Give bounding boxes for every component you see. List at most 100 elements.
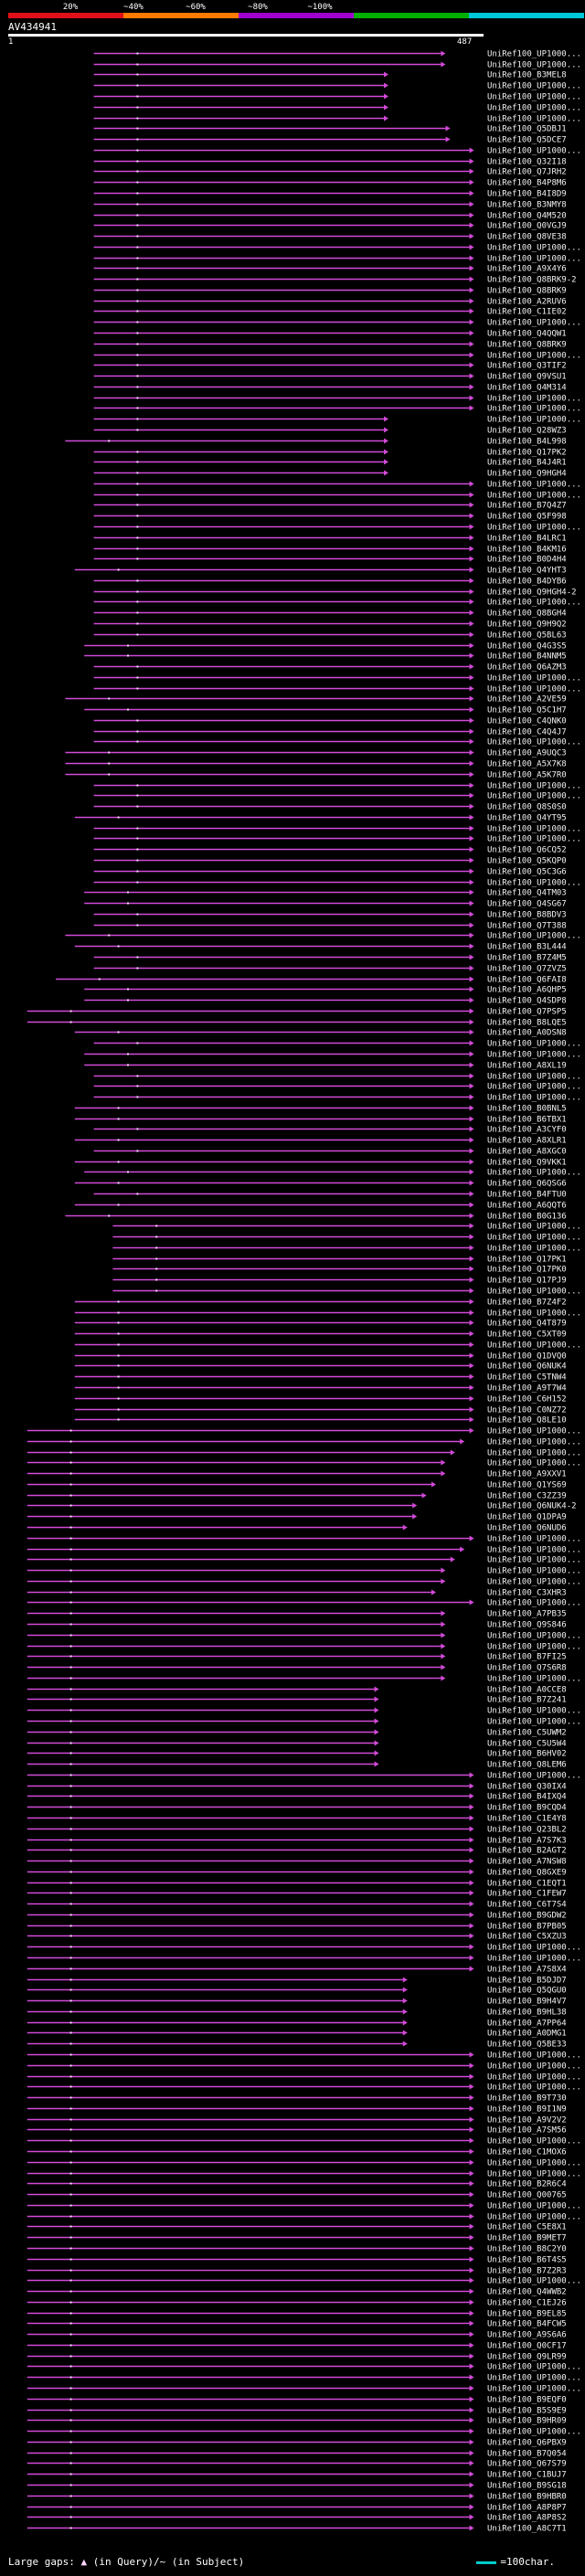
hit-label[interactable]: UniRef100_A7S8X4: [487, 1966, 567, 1975]
hit-label[interactable]: UniRef100_Q4SG67: [487, 900, 567, 909]
hit-label[interactable]: UniRef100_UP1000...: [487, 104, 581, 113]
hit-row[interactable]: UniRef100_C1BUJ7: [27, 2471, 567, 2480]
hit-label[interactable]: UniRef100_UP1000...: [487, 481, 581, 490]
hit-label[interactable]: UniRef100_B3MEL8: [487, 71, 567, 80]
hit-label[interactable]: UniRef100_A8XGC0: [487, 1148, 567, 1157]
hit-row[interactable]: UniRef100_B4FTU0: [93, 1191, 567, 1200]
hit-label[interactable]: UniRef100_UP1000...: [487, 1438, 581, 1447]
hit-row[interactable]: UniRef100_B9EL85: [27, 2310, 567, 2319]
hit-label[interactable]: UniRef100_UP1000...: [487, 1427, 581, 1436]
hit-label[interactable]: UniRef100_Q5C1H7: [487, 706, 567, 716]
hit-row[interactable]: UniRef100_A5X7K8: [65, 760, 567, 769]
hit-row[interactable]: UniRef100_UP1000...: [65, 932, 581, 941]
hit-row[interactable]: UniRef100_B8BDV3: [93, 911, 567, 920]
hit-label[interactable]: UniRef100_Q5C3G6: [487, 868, 567, 877]
hit-row[interactable]: UniRef100_UP1000...: [27, 1599, 581, 1608]
hit-row[interactable]: UniRef100_Q17PK1: [112, 1256, 567, 1265]
hit-label[interactable]: UniRef100_Q8BRK9: [487, 341, 567, 350]
hit-row[interactable]: UniRef100_Q4TM03: [84, 889, 567, 898]
hit-label[interactable]: UniRef100_A8P8S2: [487, 2514, 567, 2523]
hit-row[interactable]: UniRef100_B4DYB6: [93, 578, 567, 587]
hit-row[interactable]: UniRef100_UP1000...: [27, 2428, 581, 2437]
hit-row[interactable]: UniRef100_UP1000...: [27, 2202, 581, 2211]
hit-row[interactable]: UniRef100_UP1000...: [27, 2137, 581, 2147]
hit-row[interactable]: UniRef100_Q8BGH4: [93, 610, 567, 619]
hit-row[interactable]: UniRef100_A9T7W4: [74, 1384, 567, 1394]
hit-row[interactable]: UniRef100_UP1000...: [27, 1535, 581, 1544]
hit-label[interactable]: UniRef100_UP1000...: [487, 2170, 581, 2179]
hit-label[interactable]: UniRef100_UP1000...: [487, 1643, 581, 1652]
hit-row[interactable]: UniRef100_UP1000...: [27, 2062, 581, 2072]
hit-label[interactable]: UniRef100_UP1000...: [487, 405, 581, 414]
hit-label[interactable]: UniRef100_UP1000...: [487, 524, 581, 533]
hit-label[interactable]: UniRef100_A2VE59: [487, 695, 567, 705]
hit-label[interactable]: UniRef100_UP1000...: [487, 932, 581, 941]
hit-label[interactable]: UniRef100_A8XLR1: [487, 1137, 567, 1146]
hit-row[interactable]: UniRef100_A2VE59: [65, 695, 567, 705]
hit-row[interactable]: UniRef100_C1EQT1: [27, 1880, 567, 1889]
hit-label[interactable]: UniRef100_Q6NUK4-2: [487, 1502, 577, 1511]
hit-label[interactable]: UniRef100_UP1000...: [487, 792, 581, 801]
hit-label[interactable]: UniRef100_Q4M314: [487, 384, 567, 393]
hit-row[interactable]: UniRef100_B8C2Y0: [27, 2245, 567, 2254]
hit-row[interactable]: UniRef100_Q28WZ3: [93, 427, 567, 436]
hit-row[interactable]: UniRef100_UP1000...: [27, 1546, 581, 1555]
hit-label[interactable]: UniRef100_B6HV02: [487, 1750, 567, 1759]
hit-row[interactable]: UniRef100_UP1000...: [27, 2083, 581, 2093]
hit-row[interactable]: UniRef100_Q4SG67: [84, 900, 567, 909]
hit-row[interactable]: UniRef100_Q17PK0: [112, 1266, 567, 1275]
hit-row[interactable]: UniRef100_UP1000...: [93, 792, 581, 801]
hit-row[interactable]: UniRef100_UP1000...: [93, 405, 581, 414]
hit-label[interactable]: UniRef100_UP1000...: [487, 1040, 581, 1049]
hit-label[interactable]: UniRef100_UP1000...: [487, 492, 581, 501]
hit-label[interactable]: UniRef100_UP1000...: [487, 2385, 581, 2394]
hit-label[interactable]: UniRef100_B7PB05: [487, 1923, 567, 1932]
hit-label[interactable]: UniRef100_Q1YS69: [487, 1481, 567, 1490]
hit-label[interactable]: UniRef100_Q9LR99: [487, 2353, 567, 2362]
hit-row[interactable]: UniRef100_B4I8D9: [93, 190, 567, 199]
hit-row[interactable]: UniRef100_Q4QQW1: [93, 330, 567, 339]
hit-row[interactable]: UniRef100_UP1000...: [27, 1944, 581, 1953]
hit-label[interactable]: UniRef100_UP1000...: [487, 1567, 581, 1576]
hit-row[interactable]: UniRef100_Q9VSU1: [93, 373, 567, 382]
hit-row[interactable]: UniRef100_C5TNW4: [74, 1373, 567, 1383]
hit-label[interactable]: UniRef100_Q30IX4: [487, 1783, 567, 1792]
hit-row[interactable]: UniRef100_Q1DPA9: [27, 1513, 567, 1522]
hit-label[interactable]: UniRef100_Q5BL63: [487, 631, 567, 641]
hit-row[interactable]: UniRef100_A3CYF0: [93, 1126, 567, 1135]
hit-row[interactable]: UniRef100_UP1000...: [93, 879, 581, 888]
hit-label[interactable]: UniRef100_UP1000...: [487, 1772, 581, 1781]
hit-row[interactable]: UniRef100_B2AGT2: [27, 1847, 567, 1856]
hit-label[interactable]: UniRef100_B4KM16: [487, 546, 567, 555]
hit-row[interactable]: UniRef100_B9HR09: [27, 2417, 567, 2426]
hit-label[interactable]: UniRef100_UP1000...: [487, 244, 581, 253]
hit-row[interactable]: UniRef100_B9HL38: [27, 2009, 567, 2018]
hit-label[interactable]: UniRef100_C1IE02: [487, 308, 567, 317]
hit-label[interactable]: UniRef100_Q7JRH2: [487, 168, 567, 177]
hit-row[interactable]: UniRef100_UP1000...: [93, 1073, 581, 1082]
hit-row[interactable]: UniRef100_Q8GXE9: [27, 1869, 567, 1878]
hit-row[interactable]: UniRef100_C5UWM2: [27, 1729, 567, 1738]
hit-label[interactable]: UniRef100_UP1000...: [487, 2062, 581, 2072]
hit-label[interactable]: UniRef100_UP1000...: [487, 2202, 581, 2211]
hit-label[interactable]: UniRef100_A9UQC3: [487, 749, 567, 758]
hit-row[interactable]: UniRef100_C1IE02: [93, 308, 567, 317]
hit-row[interactable]: UniRef100_B7Q054: [27, 2450, 567, 2459]
hit-row[interactable]: UniRef100_Q00765: [27, 2191, 567, 2200]
hit-row[interactable]: UniRef100_C5U5W4: [27, 1740, 567, 1749]
hit-row[interactable]: UniRef100_Q9LR99: [27, 2353, 567, 2362]
hit-label[interactable]: UniRef100_A7PB35: [487, 1610, 567, 1619]
hit-row[interactable]: UniRef100_B4L998: [65, 438, 567, 447]
hit-row[interactable]: UniRef100_B5DJD7: [27, 1977, 567, 1986]
hit-row[interactable]: UniRef100_B4FCW5: [27, 2320, 567, 2329]
hit-label[interactable]: UniRef100_B0D4H4: [487, 556, 567, 565]
hit-row[interactable]: UniRef100_UP1000...: [93, 674, 581, 684]
hit-row[interactable]: UniRef100_UP1000...: [93, 782, 581, 791]
hit-row[interactable]: UniRef100_B7PB05: [27, 1923, 567, 1932]
hit-row[interactable]: UniRef100_UP1000...: [27, 2385, 581, 2394]
hit-row[interactable]: UniRef100_B9I1N9: [27, 2105, 567, 2115]
hit-label[interactable]: UniRef100_C3XHR3: [487, 1589, 567, 1598]
hit-row[interactable]: UniRef100_Q8BRK9: [93, 287, 567, 296]
hit-label[interactable]: UniRef100_UP1000...: [487, 2363, 581, 2372]
hit-label[interactable]: UniRef100_Q8BRK9-2: [487, 276, 577, 285]
